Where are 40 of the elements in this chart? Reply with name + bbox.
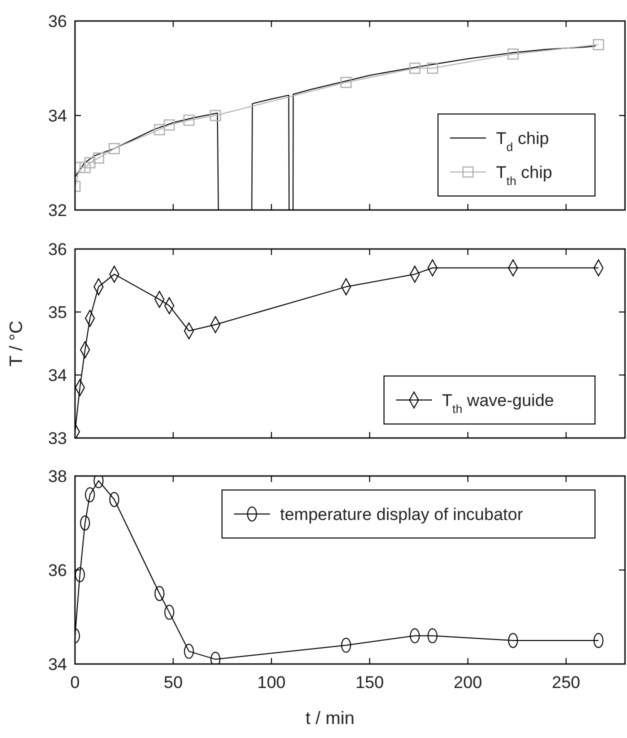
x-axis-title: t / min (305, 708, 355, 728)
point (109, 492, 120, 507)
y-tick-label: 35 (48, 303, 67, 322)
x-tick-label: 200 (454, 673, 482, 692)
y-tick-label: 34 (48, 655, 67, 674)
y-tick-label: 36 (48, 12, 67, 31)
point (507, 48, 519, 60)
point (592, 39, 604, 50)
point (183, 114, 195, 126)
y-tick-label: 38 (48, 467, 67, 486)
y-tick-label: 33 (48, 429, 67, 448)
point (340, 76, 352, 88)
point (154, 586, 164, 601)
x-tick-label: 250 (552, 673, 580, 692)
y-tick-label: 34 (48, 366, 67, 385)
point (508, 633, 518, 648)
point (108, 142, 120, 154)
point (409, 62, 420, 74)
point (593, 633, 604, 648)
point (164, 119, 175, 131)
x-tick-label: 50 (164, 673, 183, 692)
point (84, 157, 96, 168)
y-tick-label: 36 (48, 240, 67, 259)
legend-label: T$_{th}$ wave-guide (442, 391, 554, 416)
y-tick-label: 34 (48, 106, 67, 126)
y-tick-label: 32 (48, 201, 67, 220)
y-axis-title: T / °C (6, 320, 26, 366)
point (79, 162, 91, 174)
y-tick-label: 36 (48, 561, 67, 580)
x-tick-label: 0 (70, 673, 80, 692)
point (426, 62, 438, 74)
point (210, 110, 222, 122)
x-tick-label: 150 (355, 673, 384, 692)
legend-label: temperature display of incubator (280, 505, 524, 524)
point (92, 152, 104, 164)
point (154, 124, 166, 136)
x-tick-label: 100 (257, 673, 286, 692)
point (80, 516, 90, 530)
legend-label: T$_{th}$ chip (496, 163, 552, 188)
legend-label: T$_{d}$ chip (496, 129, 549, 154)
